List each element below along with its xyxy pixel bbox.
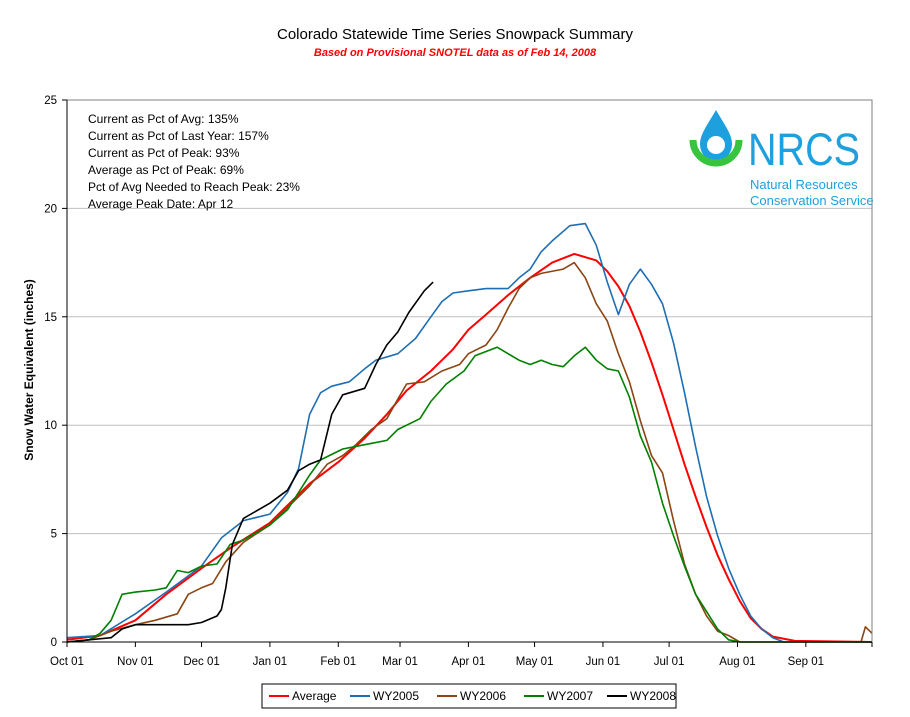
stats-box: Current as Pct of Avg: 135% Current as Pc… [88,112,300,211]
series-line-wy2006 [66,261,873,643]
logo-line2: Conservation Service [750,193,874,208]
legend-label: Average [292,689,337,703]
y-tick-label: 25 [44,95,57,107]
x-tick-label: Aug 01 [719,656,755,668]
grid-lines [67,207,872,535]
series-line-wy2007 [66,346,872,643]
legend-label: WY2005 [373,689,419,703]
stat-line: Current as Pct of Last Year: 157% [88,129,269,143]
logo-letters: NRCS [748,124,860,175]
x-tick-label: Jul 01 [654,656,685,668]
x-tick-label: May 01 [516,656,554,668]
stat-line: Average Peak Date: Apr 12 [88,197,234,211]
x-tick-label: Feb 01 [320,656,356,668]
stat-line: Current as Pct of Avg: 135% [88,112,239,126]
legend-label: WY2006 [460,689,506,703]
x-tick-label: Apr 01 [451,656,485,668]
y-tick-label: 0 [51,637,57,649]
legend-label: WY2008 [630,689,676,703]
axes: 0 5 10 15 20 25 Oct 01 Nov 01 Dec 01 Jan 01 Feb 01… [44,95,873,668]
nrcs-logo: NRCS Natural Resources Conservation Serv… [689,110,874,208]
legend: Average WY2005 WY2006 WY2007 WY2008 [261,683,677,709]
x-tick-label: Oct 01 [50,656,84,668]
y-tick-label: 10 [44,420,57,432]
y-tick-label: 5 [51,529,57,541]
x-tick-label: Jun 01 [586,656,621,668]
x-tick-label: Nov 01 [117,656,153,668]
series-line-wy2005 [66,222,872,643]
series-line-wy2008 [66,281,434,643]
y-axis-label: Snow Water Equivalent (inches) [22,279,36,461]
series-line-average [66,252,873,643]
stat-line: Current as Pct of Peak: 93% [88,146,240,160]
y-tick-label: 20 [44,203,57,215]
logo-line1: Natural Resources [750,177,858,192]
green-arc-icon [689,139,743,167]
stat-line: Pct of Avg Needed to Reach Peak: 23% [88,180,300,194]
chart-subtitle: Based on Provisional SNOTEL data as of F… [314,47,597,59]
legend-label: WY2007 [547,689,593,703]
series-lines [66,222,873,643]
x-tick-label: Dec 01 [183,656,219,668]
x-tick-label: Jan 01 [253,656,288,668]
y-tick-label: 15 [44,312,57,324]
x-tick-label: Sep 01 [788,656,824,668]
stat-line: Average as Pct of Peak: 69% [88,163,244,177]
chart-title: Colorado Statewide Time Series Snowpack … [277,26,633,43]
x-tick-label: Mar 01 [382,656,418,668]
